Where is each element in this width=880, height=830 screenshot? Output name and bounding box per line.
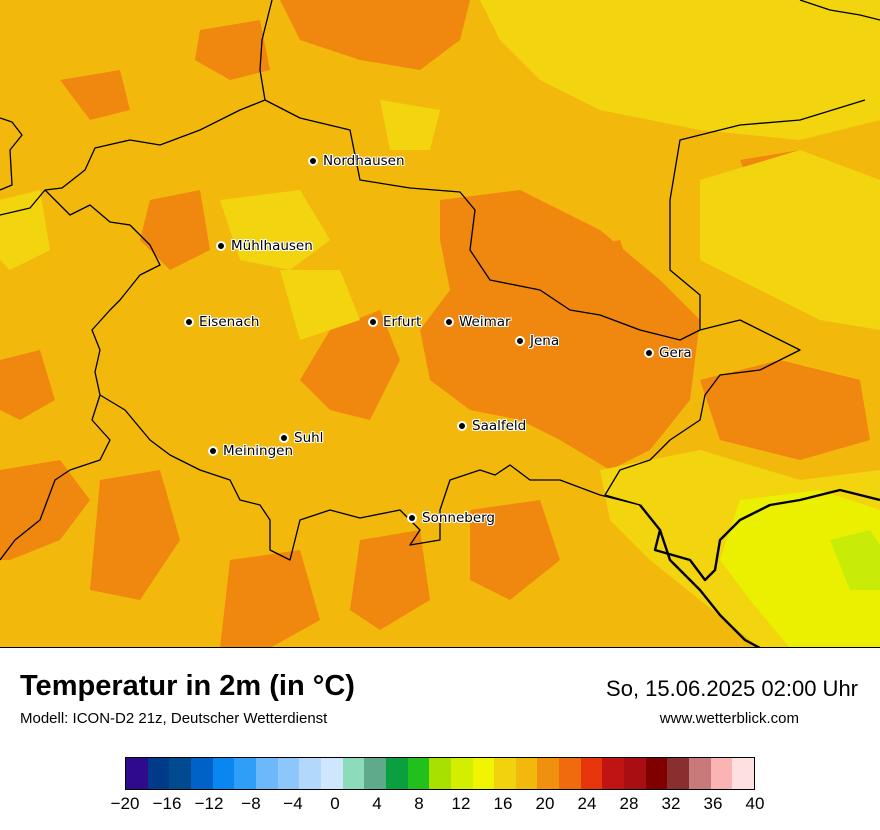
legend-swatch — [602, 758, 625, 789]
legend-swatch — [559, 758, 581, 789]
color-scale-bar — [125, 757, 755, 790]
legend-swatch — [580, 758, 603, 789]
map-title: Temperatur in 2m (in °C) — [20, 670, 355, 702]
city-marker — [407, 513, 417, 523]
city-marker — [308, 156, 318, 166]
legend-swatch — [407, 758, 430, 789]
legend-swatch — [515, 758, 538, 789]
forecast-datetime: So, 15.06.2025 02:00 Uhr — [606, 676, 858, 701]
legend-swatch — [364, 758, 386, 789]
city-label: Sonneberg — [422, 510, 496, 526]
city-marker — [208, 446, 218, 456]
city-label: Jena — [530, 333, 560, 349]
temperature-field — [0, 0, 880, 647]
legend-tick-label: 24 — [577, 794, 597, 813]
city-marker — [515, 336, 525, 346]
legend-swatch — [320, 758, 343, 789]
city-marker — [184, 317, 194, 327]
legend-swatch — [342, 758, 365, 789]
legend-tick-label: 20 — [535, 794, 555, 813]
city-marker — [216, 241, 226, 251]
green-yellow-areas — [830, 530, 880, 590]
legend-tick-label: 36 — [703, 794, 723, 813]
city-sonneberg: Sonneberg — [407, 510, 495, 526]
color-scale-ticks: −20 −16 −12 −8 −4 0 4 8 12 16 20 24 28 32 36 40 — [0, 794, 880, 818]
legend-tick-label: 40 — [745, 794, 765, 813]
legend-swatch — [667, 758, 690, 789]
city-jena: Jena — [515, 333, 559, 349]
city-marker — [457, 421, 467, 431]
legend-swatch — [147, 758, 170, 789]
city-muehlhausen: Mühlhausen — [216, 238, 313, 254]
legend-tick-label: 16 — [493, 794, 513, 813]
legend-tick-label: 12 — [451, 794, 471, 813]
legend-swatch — [190, 758, 213, 789]
city-label: Eisenach — [199, 314, 260, 330]
legend-tick-label: −12 — [194, 794, 224, 813]
legend-swatch — [385, 758, 408, 789]
legend-swatch — [710, 758, 733, 789]
city-marker — [444, 317, 454, 327]
legend-swatch — [234, 758, 256, 789]
legend-tick-label: −20 — [110, 794, 140, 813]
legend-tick-label: −4 — [283, 794, 303, 813]
legend-swatch — [494, 758, 516, 789]
city-saalfeld: Saalfeld — [457, 418, 526, 434]
warm-areas — [0, 0, 870, 647]
legend-swatch — [429, 758, 451, 789]
city-erfurt: Erfurt — [368, 314, 421, 330]
city-gera: Gera — [644, 345, 692, 361]
legend-swatch — [537, 758, 560, 789]
temperature-map: Nordhausen Mühlhausen Eisenach Erfurt We… — [0, 0, 880, 648]
legend-swatch — [624, 758, 646, 789]
legend-tick-label: −8 — [241, 794, 261, 813]
legend-swatch — [126, 758, 148, 789]
city-label: Mühlhausen — [231, 238, 313, 254]
legend-swatch — [277, 758, 300, 789]
city-label: Suhl — [294, 430, 324, 446]
website-link: www.wetterblick.com — [659, 710, 799, 727]
legend-tick-label: −16 — [152, 794, 182, 813]
legend-tick-label: 28 — [619, 794, 639, 813]
legend-swatch — [472, 758, 495, 789]
legend-swatch — [450, 758, 473, 789]
legend-swatch — [732, 758, 755, 789]
city-label: Erfurt — [383, 314, 422, 330]
legend-swatch — [212, 758, 235, 789]
legend-tick-label: 0 — [330, 794, 340, 813]
city-suhl: Suhl — [279, 430, 323, 446]
legend-tick-label: 32 — [661, 794, 681, 813]
city-nordhausen: Nordhausen — [308, 153, 405, 169]
legend-tick-label: 8 — [414, 794, 424, 813]
legend-swatch — [169, 758, 191, 789]
coolest-areas — [720, 490, 880, 647]
city-meiningen: Meiningen — [208, 443, 293, 459]
city-label: Gera — [659, 345, 692, 361]
map-subtitle: Modell: ICON-D2 21z, Deutscher Wetterdie… — [20, 710, 328, 727]
legend-swatch — [645, 758, 668, 789]
city-label: Nordhausen — [323, 153, 405, 169]
city-label: Saalfeld — [472, 418, 527, 434]
country-border — [639, 488, 880, 647]
legend-swatch — [255, 758, 278, 789]
city-weimar: Weimar — [444, 314, 511, 330]
legend-swatch — [689, 758, 711, 789]
legend-swatch — [299, 758, 321, 789]
city-label: Weimar — [459, 314, 511, 330]
city-label: Meiningen — [223, 443, 293, 459]
city-eisenach: Eisenach — [184, 314, 259, 330]
city-marker — [644, 348, 654, 358]
state-borders — [0, 0, 880, 561]
city-marker — [279, 433, 289, 443]
city-marker — [368, 317, 378, 327]
legend-tick-label: 4 — [372, 794, 382, 813]
